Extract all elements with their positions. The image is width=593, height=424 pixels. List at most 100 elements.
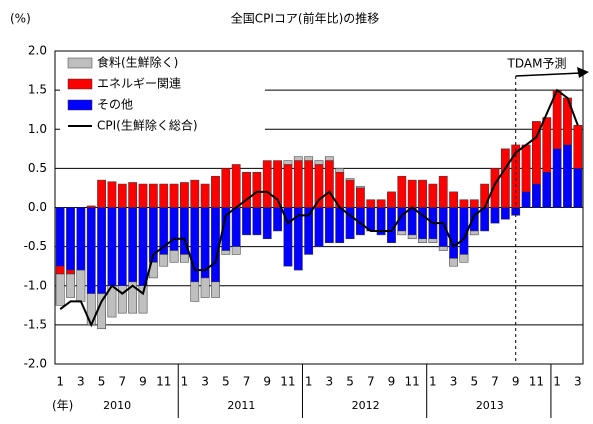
y-tick-label: 1.0 [28,122,47,136]
bar [242,172,251,208]
bar [324,156,334,161]
year-label: 2013 [476,399,504,412]
x-tick-label: 9 [263,375,271,389]
bar [169,207,179,251]
bar [438,246,448,251]
bar [211,175,220,208]
y-tick-label: 1.5 [28,83,47,97]
bar [428,238,438,243]
bar [428,183,438,208]
x-tick-label: 3 [450,375,458,389]
y-tick-label: 0.5 [28,161,47,175]
x-tick-label: 7 [367,375,375,389]
bar [283,160,293,165]
forecast-arrow [515,72,582,77]
bar [283,164,293,208]
bar [345,178,355,181]
bar [159,254,169,267]
bar [169,183,179,208]
bar [86,207,96,294]
bars [55,89,583,330]
y-tick-label: 2.0 [28,44,47,58]
bar [324,160,334,208]
bar [190,281,200,302]
x-tick-label: 3 [201,375,209,389]
bar [345,179,355,208]
legend-label: その他 [97,98,133,112]
x-tick-label: 1 [181,375,189,389]
bar [356,187,365,208]
legend-swatch [67,78,93,90]
bar [242,207,251,236]
bar [521,191,531,208]
bar [138,285,148,314]
bar [128,207,138,283]
chart-title: 全国CPIコア(前年比)の推移 [231,11,380,26]
bar [231,246,241,255]
bar [469,207,479,232]
bar [500,207,510,220]
bar [262,160,272,208]
cpi-line [59,88,579,328]
legend-label: エネルギー関連 [97,77,181,91]
bar [407,207,417,236]
bar [262,207,272,240]
bar [97,293,106,330]
plot-frame [54,50,584,365]
x-tick-label: 3 [77,375,85,389]
x-tick-label: 7 [491,375,499,389]
bar [117,183,127,208]
x-tick-label: 11 [156,375,171,389]
bar [304,156,314,161]
bar [449,191,458,208]
bar [356,186,365,189]
x-tick-label: 7 [243,375,251,389]
bar [573,125,583,169]
bar [273,160,282,208]
bar [221,168,231,208]
bar [376,199,386,208]
year-label: 2010 [103,399,131,412]
y-axis-label: (%) [10,12,31,26]
x-tick-label: 1 [429,375,437,389]
bar [148,183,158,208]
x-tick-label: 3 [326,375,334,389]
bar [76,269,86,302]
bar [324,207,334,243]
bar [397,230,407,236]
bar [418,238,427,243]
year-label: 2012 [352,399,380,412]
bar [293,160,303,208]
bar [418,179,427,208]
legend-swatch [67,99,93,111]
bar [159,183,169,208]
bar [459,199,469,208]
bar [231,164,241,208]
bar [407,179,417,208]
x-tick-label: 5 [346,375,354,389]
annotation: TDAM予測 [507,57,567,71]
x-tick-label: 11 [280,375,295,389]
bar [180,182,189,208]
bar [117,285,127,314]
bar [117,207,127,286]
bar [397,175,407,208]
bar [107,181,117,208]
bar [190,179,200,208]
bar [252,172,262,208]
bar [532,121,541,185]
x-tick-label: 11 [405,375,420,389]
bar [273,207,282,232]
x-tick-label: 5 [222,375,230,389]
bar [128,182,138,208]
bar [500,148,510,208]
x-unit-label: (年) [52,399,73,413]
bar [335,207,345,243]
x-tick-label: 7 [118,375,126,389]
bar [490,207,500,224]
legend-box [60,54,265,140]
bar [459,254,469,263]
bar [138,207,148,286]
bar [366,199,376,208]
